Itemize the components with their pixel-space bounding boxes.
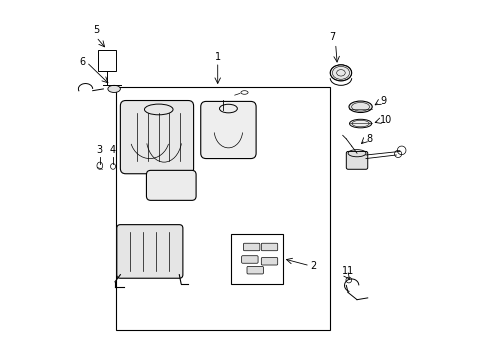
FancyBboxPatch shape <box>120 100 193 174</box>
Bar <box>231 234 283 284</box>
FancyBboxPatch shape <box>243 243 259 251</box>
Bar <box>116 87 329 330</box>
FancyBboxPatch shape <box>246 266 263 274</box>
Text: 1: 1 <box>214 52 220 62</box>
FancyBboxPatch shape <box>146 170 196 201</box>
FancyBboxPatch shape <box>261 243 277 251</box>
FancyBboxPatch shape <box>201 102 256 158</box>
Text: 8: 8 <box>365 134 371 144</box>
Text: 7: 7 <box>328 32 334 42</box>
Text: 11: 11 <box>341 266 353 276</box>
Ellipse shape <box>329 65 351 81</box>
FancyBboxPatch shape <box>241 256 258 263</box>
Text: 3: 3 <box>97 145 102 155</box>
FancyBboxPatch shape <box>117 225 183 278</box>
Text: 5: 5 <box>93 25 99 35</box>
Ellipse shape <box>348 101 371 112</box>
Bar <box>98 50 116 71</box>
Ellipse shape <box>108 85 120 93</box>
FancyBboxPatch shape <box>261 257 277 265</box>
Ellipse shape <box>349 119 371 128</box>
Text: 2: 2 <box>310 261 316 271</box>
Text: 6: 6 <box>79 57 85 67</box>
Text: 10: 10 <box>380 115 392 125</box>
FancyBboxPatch shape <box>346 152 367 169</box>
Text: 4: 4 <box>110 145 116 155</box>
Text: 9: 9 <box>380 96 386 107</box>
